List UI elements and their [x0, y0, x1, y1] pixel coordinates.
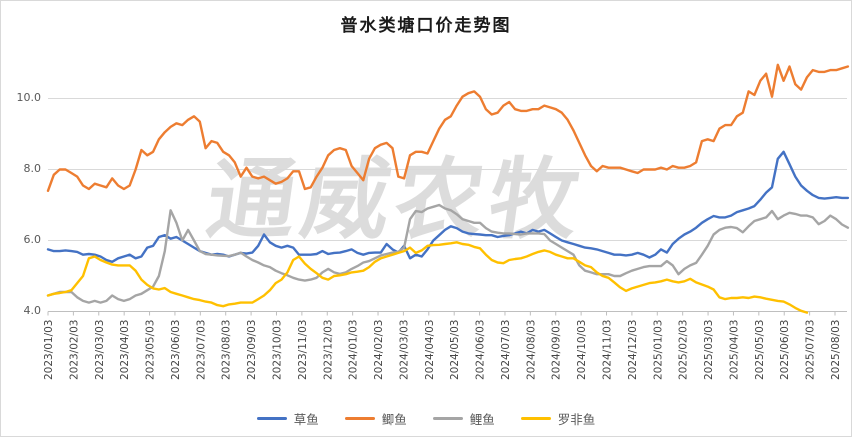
x-axis-label: 2025/01/03: [652, 320, 664, 381]
x-axis-label: 2025/08/03: [830, 320, 842, 381]
series-line-草鱼: [46, 150, 850, 263]
legend-item-luofeiyu: 罗非鱼: [520, 409, 596, 428]
liyu-line-swatch-icon: [432, 417, 463, 420]
x-axis-label: 2025/06/03: [779, 320, 791, 381]
x-axis-label: 2023/07/03: [195, 320, 207, 381]
series-line-鲫鱼: [46, 63, 850, 193]
chart-title: 普水类塘口价走势图: [340, 16, 512, 36]
x-axis-label: 2024/10/03: [576, 320, 588, 381]
x-axis-label: 2023/04/03: [119, 320, 131, 381]
legend-label: 罗非鱼: [557, 412, 596, 427]
x-axis-label: 2025/07/03: [805, 320, 817, 381]
x-axis-label: 2023/05/03: [145, 320, 157, 381]
x-axis-label: 2025/02/03: [678, 320, 690, 381]
x-axis-label: 2023/12/03: [322, 320, 334, 381]
x-axis-label: 2024/01/03: [348, 320, 360, 381]
x-axis-label: 2024/08/03: [525, 320, 537, 381]
x-axis-label: 2024/12/03: [627, 320, 639, 381]
legend-item-caoyu: 草鱼: [256, 409, 319, 428]
series-line-罗非鱼: [46, 241, 809, 314]
jiyu-line-swatch-icon: [344, 417, 375, 420]
luofeiyu-line-swatch-icon: [520, 417, 551, 420]
legend-label: 草鱼: [293, 412, 319, 427]
legend-label: 鲤鱼: [469, 412, 495, 427]
y-axis-tick-label: 10.0: [16, 91, 42, 104]
x-axis-label: 2024/07/03: [500, 320, 512, 381]
chart-legend: 草鱼 鲫鱼 鲤鱼 罗非鱼: [1, 409, 851, 428]
x-axis-label: 2024/11/03: [602, 320, 614, 381]
legend-label: 鲫鱼: [381, 412, 407, 427]
y-axis-tick-label: 8.0: [23, 162, 42, 175]
x-axis-label: 2023/03/03: [94, 320, 106, 381]
x-axis-label: 2024/09/03: [551, 320, 563, 381]
x-axis-label: 2023/06/03: [170, 320, 182, 381]
x-axis-label: 2023/01/03: [43, 320, 55, 381]
legend-item-liyu: 鲤鱼: [432, 409, 495, 428]
x-axis-label: 2025/04/03: [728, 320, 740, 381]
x-axis-label: 2025/03/03: [703, 320, 715, 381]
y-axis-tick-label: 4.0: [23, 304, 42, 317]
x-axis-label: 2024/03/03: [398, 320, 410, 381]
x-axis-label: 2024/05/03: [449, 320, 461, 381]
x-axis-label: 2023/09/03: [246, 320, 258, 381]
x-axis-label: 2023/11/03: [297, 320, 309, 381]
x-axis-label: 2023/08/03: [221, 320, 233, 381]
x-axis-label: 2023/10/03: [271, 320, 283, 381]
x-axis-label: 2024/06/03: [475, 320, 487, 381]
legend-item-jiyu: 鲫鱼: [344, 409, 407, 428]
series-line-鲤鱼: [46, 203, 850, 304]
x-axis-label: 2024/02/03: [373, 320, 385, 381]
x-axis-label: 2024/04/03: [424, 320, 436, 381]
caoyu-line-swatch-icon: [256, 417, 287, 420]
y-axis-tick-label: 6.0: [23, 233, 42, 246]
x-axis-label: 2023/02/03: [68, 320, 80, 381]
x-axis-label: 2025/05/03: [754, 320, 766, 381]
